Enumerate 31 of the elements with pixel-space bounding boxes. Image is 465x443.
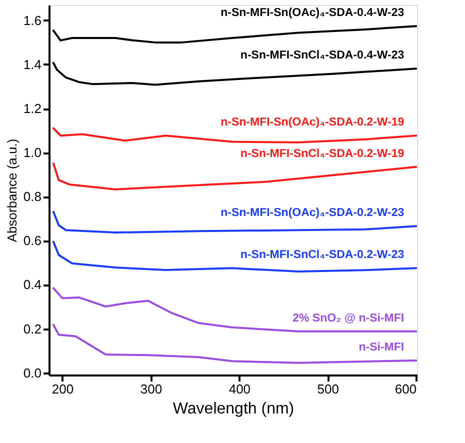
x-tick-label: 400 <box>228 382 251 396</box>
x-tick-label: 200 <box>52 382 74 396</box>
line-series <box>52 324 418 364</box>
series-label: n-Sn-MFI-Sn(OAc)₄-SDA-0.2-W-23 <box>220 207 404 220</box>
y-tick-label: 0.8 <box>23 189 42 204</box>
x-axis-title: Wavelength (nm) <box>172 400 294 418</box>
x-tick-label: 600 <box>394 382 417 396</box>
y-tick-label: 1.4 <box>23 56 42 72</box>
line-series <box>52 25 418 44</box>
series-label: n-Sn-MFI-SnCl₄-SDA-0.4-W-23 <box>240 50 404 62</box>
y-tick-label: 1.2 <box>23 101 42 116</box>
series-label: n-Sn-MFI-SnCl₄-SDA-0.2-W-23 <box>240 249 404 262</box>
line-series <box>52 162 418 190</box>
y-tick-label: 0.4 <box>23 277 42 292</box>
y-tick-label: 1.6 <box>23 12 42 28</box>
series-label: n-Sn-MFI-SnCl₄-SDA-0.2-W-19 <box>240 148 404 160</box>
series-label: n-Sn-MFI-Sn(OAc)₄-SDA-0.2-W-19 <box>220 116 404 129</box>
line-series <box>52 62 418 86</box>
x-tick-label: 500 <box>317 382 340 396</box>
y-axis-title: Absorbance (a.u.) <box>4 138 20 242</box>
line-series <box>52 240 418 272</box>
series-label: 2% SnO₂ @ n-Si-MFI <box>292 312 404 324</box>
line-series <box>52 287 418 332</box>
series-label: n-Si-MFI <box>358 341 404 354</box>
line-series <box>52 127 418 144</box>
y-tick-label: 1.0 <box>23 145 42 160</box>
x-tick-label: 300 <box>140 382 162 396</box>
y-tick-label: 0.2 <box>23 321 42 336</box>
y-tick-label: 0.6 <box>23 233 42 248</box>
y-tick-label: 0.0 <box>23 365 42 380</box>
series-label: n-Sn-MFI-Sn(OAc)₄-SDA-0.4-W-23 <box>220 7 404 20</box>
